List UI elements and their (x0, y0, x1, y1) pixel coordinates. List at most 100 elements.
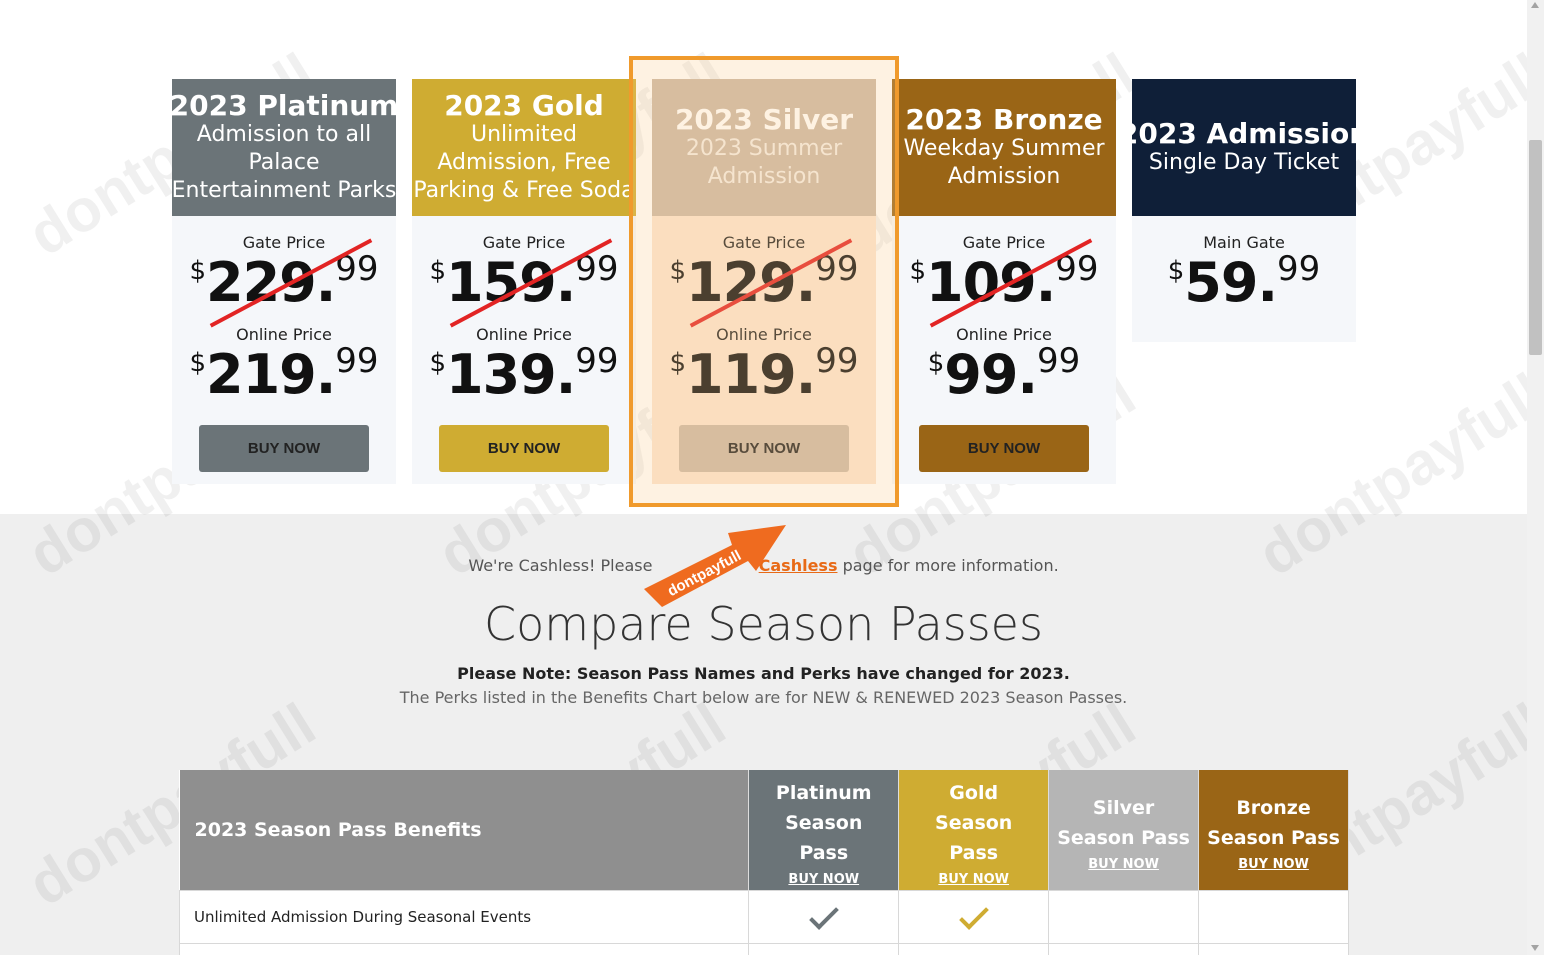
column-silver: Silver Season Pass BUY NOW (1048, 770, 1200, 891)
card-title: 2023 Silver (674, 102, 854, 136)
scrollbar-thumb[interactable] (1529, 140, 1542, 355)
card-subtitle-line: Admission, Free (437, 149, 611, 175)
scroll-down-icon[interactable] (1531, 945, 1539, 951)
season-pass-note: Please Note: Season Pass Names and Perks… (457, 664, 1070, 683)
ticket-card-bronze: 2023 Bronze Weekday Summer Admission Gat… (892, 79, 1116, 484)
silver-cell (1048, 890, 1200, 944)
ticket-card-admission: 2023 Admission Single Day Ticket Main Ga… (1119, 79, 1369, 342)
gate-price-label: Gate Price (242, 233, 326, 252)
card-header: 2023 Bronze Weekday Summer Admission (892, 79, 1116, 216)
column-title: Silver Season Pass (1057, 797, 1190, 849)
column-bronze: Bronze Season Pass BUY NOW (1198, 770, 1349, 891)
online-price-label: Online Price (236, 325, 332, 344)
scroll-up-icon[interactable] (1531, 2, 1539, 8)
check-icon (808, 900, 839, 930)
buy-now-button[interactable]: BUY NOW (199, 425, 369, 472)
table-row (178, 943, 1349, 955)
currency-symbol: $ (927, 348, 945, 378)
gate-price: $129.99 (652, 238, 876, 328)
gate-price: $109.99 (892, 238, 1116, 328)
bronze-cell (1198, 943, 1349, 955)
benefits-note: The Perks listed in the Benefits Chart b… (399, 688, 1128, 707)
card-subtitle-line: Parking & Free Soda (413, 177, 635, 203)
buy-now-link[interactable]: BUY NOW (1088, 857, 1159, 872)
currency-symbol: $ (429, 256, 447, 286)
online-price-label: Online Price (956, 325, 1052, 344)
price-cents: 99 (575, 341, 619, 381)
currency-symbol: $ (429, 348, 447, 378)
buy-now-link[interactable]: BUY NOW (938, 872, 1010, 887)
platinum-cell (748, 890, 900, 944)
table-row: Unlimited Admission During Seasonal Even… (178, 890, 1349, 944)
card-subtitle-line: Admission to all (196, 121, 372, 147)
card-header: 2023 Silver 2023 Summer Admission (652, 79, 876, 216)
card-header: 2023 Gold Unlimited Admission, Free Park… (412, 79, 636, 216)
cashless-text-before: We're Cashless! Please (468, 556, 653, 575)
buy-now-button[interactable]: BUY NOW (919, 425, 1089, 472)
price-dollars: 159. (446, 251, 576, 314)
cashless-link[interactable]: Cashless (758, 556, 838, 575)
gate-price-label: Gate Price (962, 233, 1046, 252)
price-dollars: 119. (686, 343, 816, 406)
main-gate-label: Main Gate (1203, 233, 1285, 252)
card-title: 2023 Admission (1118, 116, 1370, 150)
price-dollars: 109. (926, 251, 1056, 314)
buy-now-link[interactable]: BUY NOW (788, 872, 860, 887)
price-cents: 99 (335, 341, 379, 381)
ticket-card-silver: 2023 Silver 2023 Summer Admission Gate P… (652, 79, 876, 484)
card-subtitle-line: Single Day Ticket (1148, 149, 1340, 175)
card-subtitle-line: Weekday Summer (903, 135, 1105, 161)
price-dollars: 99. (944, 343, 1038, 406)
vertical-scrollbar[interactable] (1527, 0, 1544, 955)
gate-price-label: Gate Price (482, 233, 566, 252)
price-cents: 99 (1036, 341, 1081, 381)
gate-price: $229.99 (172, 238, 396, 328)
column-title: Bronze Season Pass (1207, 797, 1340, 849)
price-dollars: 59. (1184, 251, 1278, 314)
card-subtitle-line: Unlimited (471, 121, 577, 147)
platinum-cell (748, 943, 900, 955)
online-price: $99.99 (892, 341, 1116, 407)
card-title: 2023 Platinum (169, 88, 399, 122)
cashless-notice: We're Cashless! Please Cashless page for… (0, 556, 1527, 575)
column-gold: Gold Season Pass BUY NOW (898, 770, 1050, 891)
cashless-text-after: page for more information. (842, 556, 1059, 575)
currency-symbol: $ (909, 256, 927, 286)
check-icon (958, 900, 989, 930)
card-subtitle-line: 2023 Summer (685, 135, 843, 161)
price-dollars: 219. (206, 343, 336, 406)
gate-price: $159.99 (412, 238, 636, 328)
buy-now-link[interactable]: BUY NOW (1238, 857, 1309, 872)
currency-symbol: $ (669, 256, 687, 286)
card-title: 2023 Bronze (905, 102, 1103, 136)
card-subtitle-line: Admission (707, 163, 821, 189)
price-dollars: 229. (206, 251, 336, 314)
silver-cell (1048, 943, 1200, 955)
currency-symbol: $ (189, 348, 207, 378)
currency-symbol: $ (1167, 256, 1185, 286)
buy-now-button[interactable]: BUY NOW (679, 425, 849, 472)
currency-symbol: $ (669, 348, 687, 378)
price-dollars: 139. (446, 343, 576, 406)
online-price: $219.99 (172, 341, 396, 407)
benefit-label: Unlimited Admission During Seasonal Even… (178, 890, 750, 944)
buy-now-button[interactable]: BUY NOW (439, 425, 609, 472)
ticket-card-platinum: 2023 Platinum Admission to all Palace En… (169, 79, 399, 484)
benefits-table: 2023 Season Pass Benefits Platinum Seaso… (178, 770, 1349, 955)
column-title: Platinum Season Pass (775, 782, 872, 864)
card-subtitle-line: Admission (947, 163, 1061, 189)
currency-symbol: $ (189, 256, 207, 286)
benefits-header: 2023 Season Pass Benefits (179, 770, 750, 891)
card-title: 2023 Gold (444, 88, 604, 122)
ticket-card-gold: 2023 Gold Unlimited Admission, Free Park… (412, 79, 636, 484)
online-price: $119.99 (652, 341, 876, 407)
card-header: 2023 Admission Single Day Ticket (1119, 79, 1369, 216)
column-title: Gold Season Pass (935, 782, 1013, 864)
price-dollars: 129. (686, 251, 816, 314)
card-subtitle-line: Palace (248, 149, 320, 175)
column-platinum: Platinum Season Pass BUY NOW (748, 770, 900, 891)
price-cents: 99 (815, 341, 859, 381)
online-price-label: Online Price (716, 325, 812, 344)
price-cents: 99 (1276, 249, 1321, 289)
bronze-cell (1198, 890, 1349, 944)
